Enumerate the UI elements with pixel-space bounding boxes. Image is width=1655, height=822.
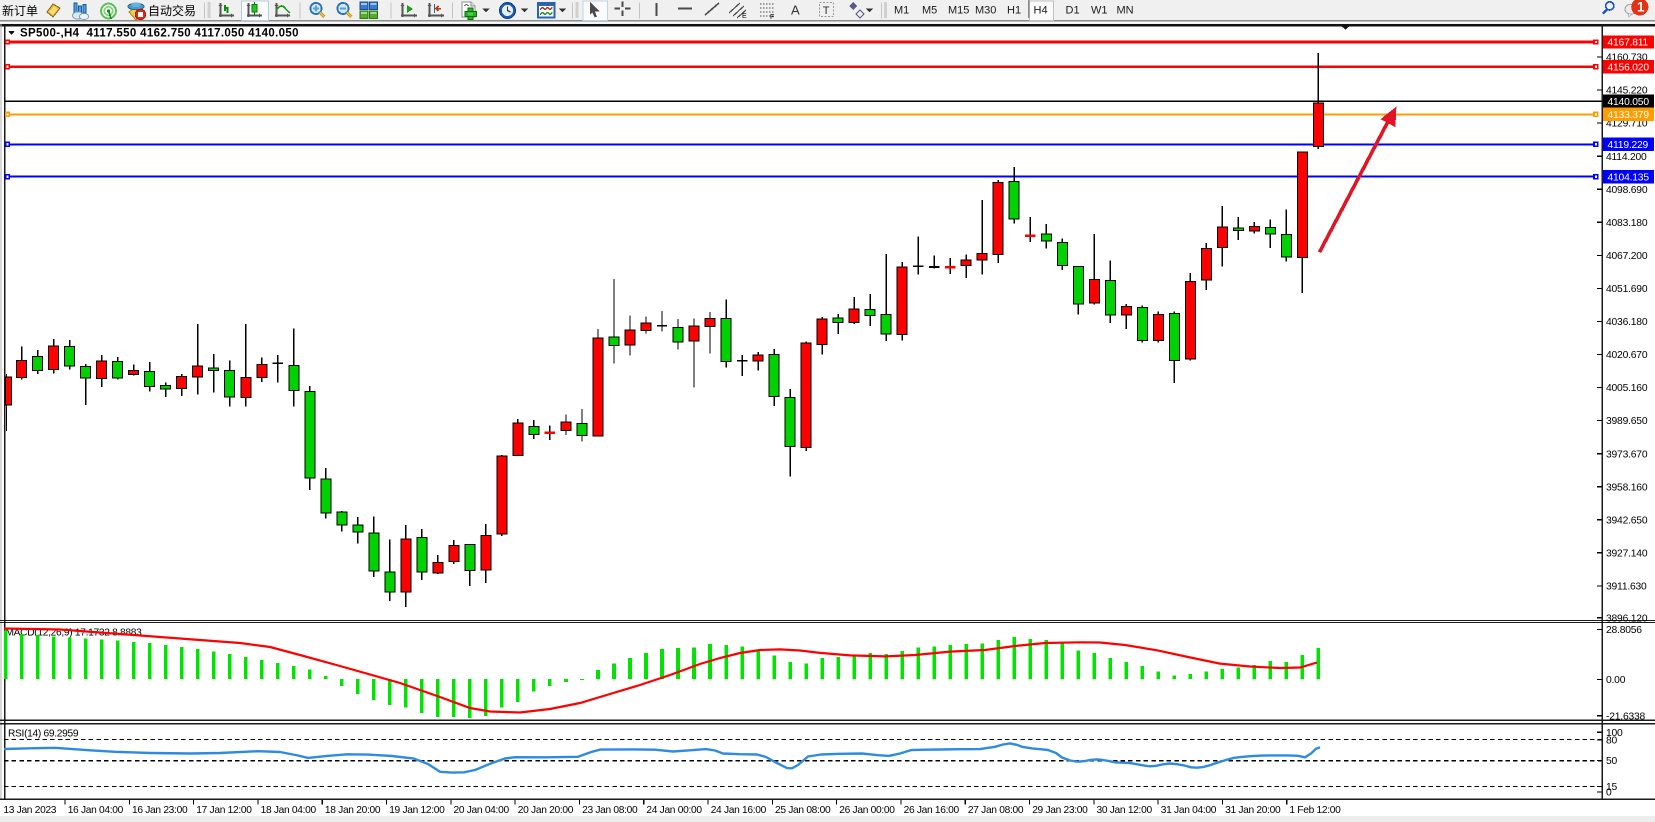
svg-text:26 Jan 16:00: 26 Jan 16:00 [904, 805, 960, 816]
svg-text:3958.160: 3958.160 [1606, 482, 1648, 493]
svg-text:M15: M15 [948, 5, 969, 17]
svg-text:4104.135: 4104.135 [1608, 172, 1650, 183]
svg-text:18 Jan 20:00: 18 Jan 20:00 [325, 805, 381, 816]
svg-text:新订单: 新订单 [2, 3, 38, 18]
svg-text:0: 0 [1606, 788, 1612, 799]
svg-text:RSI(14) 69.2959: RSI(14) 69.2959 [8, 729, 79, 740]
svg-text:16 Jan 04:00: 16 Jan 04:00 [68, 805, 124, 816]
svg-text:31 Jan 20:00: 31 Jan 20:00 [1225, 805, 1281, 816]
svg-text:31 Jan 04:00: 31 Jan 04:00 [1161, 805, 1217, 816]
svg-text:4119.229: 4119.229 [1608, 140, 1649, 151]
svg-text:4133.379: 4133.379 [1608, 110, 1650, 121]
svg-text:自动交易: 自动交易 [148, 3, 196, 18]
svg-text:26 Jan 00:00: 26 Jan 00:00 [839, 805, 895, 816]
svg-text:3896.120: 3896.120 [1606, 613, 1648, 624]
svg-text:27 Jan 08:00: 27 Jan 08:00 [968, 805, 1024, 816]
svg-text:1 Feb 12:00: 1 Feb 12:00 [1289, 805, 1341, 816]
svg-text:4051.690: 4051.690 [1606, 284, 1648, 295]
svg-text:SP500-,H4 4117.550 4162.750 4: SP500-,H4 4117.550 4162.750 4117.050 414… [20, 27, 299, 39]
svg-text:3973.670: 3973.670 [1606, 449, 1648, 460]
svg-text:23 Jan 08:00: 23 Jan 08:00 [582, 805, 638, 816]
svg-text:30 Jan 12:00: 30 Jan 12:00 [1097, 805, 1153, 816]
svg-text:4140.050: 4140.050 [1608, 97, 1650, 108]
svg-text:M30: M30 [975, 5, 996, 17]
svg-text:D1: D1 [1066, 5, 1080, 17]
svg-text:15: 15 [1606, 782, 1618, 793]
svg-text:4129.710: 4129.710 [1606, 119, 1648, 130]
svg-text:4083.180: 4083.180 [1606, 218, 1648, 229]
svg-text:4020.670: 4020.670 [1606, 350, 1648, 361]
svg-text:80: 80 [1606, 736, 1618, 747]
svg-text:A: A [791, 3, 800, 18]
svg-text:T: T [823, 5, 830, 17]
svg-text:3942.650: 3942.650 [1606, 515, 1648, 526]
svg-text:4036.180: 4036.180 [1606, 317, 1648, 328]
svg-text:20 Jan 20:00: 20 Jan 20:00 [518, 805, 574, 816]
svg-text:3927.140: 3927.140 [1606, 548, 1648, 559]
svg-text:F: F [770, 14, 774, 21]
svg-text:3989.650: 3989.650 [1606, 416, 1648, 427]
svg-text:4067.200: 4067.200 [1606, 251, 1648, 262]
svg-text:MACD(12,26,9) 17.1732 8.8883: MACD(12,26,9) 17.1732 8.8883 [6, 628, 143, 639]
svg-text:-21.6338: -21.6338 [1606, 711, 1646, 722]
svg-text:4156.020: 4156.020 [1608, 62, 1650, 73]
svg-text:M1: M1 [894, 5, 909, 17]
svg-text:17 Jan 12:00: 17 Jan 12:00 [196, 805, 252, 816]
svg-text:4114.200: 4114.200 [1606, 152, 1647, 163]
svg-text:29 Jan 23:00: 29 Jan 23:00 [1032, 805, 1088, 816]
svg-text:19 Jan 12:00: 19 Jan 12:00 [389, 805, 445, 816]
svg-text:4167.811: 4167.811 [1608, 38, 1649, 49]
svg-text:H4: H4 [1034, 5, 1048, 17]
svg-text:25 Jan 08:00: 25 Jan 08:00 [775, 805, 831, 816]
svg-text:4005.160: 4005.160 [1606, 383, 1648, 394]
svg-text:E: E [742, 13, 747, 20]
svg-text:4145.220: 4145.220 [1606, 86, 1648, 97]
svg-text:28.8056: 28.8056 [1606, 625, 1642, 636]
svg-text:18 Jan 04:00: 18 Jan 04:00 [261, 805, 317, 816]
svg-text:MN: MN [1117, 5, 1134, 17]
svg-text:1: 1 [1637, 0, 1645, 15]
svg-text:16 Jan 23:00: 16 Jan 23:00 [132, 805, 188, 816]
svg-text:0.00: 0.00 [1606, 675, 1626, 686]
svg-text:M5: M5 [922, 5, 937, 17]
svg-text:H1: H1 [1007, 5, 1021, 17]
svg-text:20 Jan 04:00: 20 Jan 04:00 [454, 805, 510, 816]
svg-text:3911.630: 3911.630 [1606, 582, 1647, 593]
svg-text:4098.690: 4098.690 [1606, 185, 1648, 196]
svg-text:13 Jan 2023: 13 Jan 2023 [3, 805, 56, 816]
svg-text:24 Jan 16:00: 24 Jan 16:00 [711, 805, 767, 816]
svg-text:24 Jan 00:00: 24 Jan 00:00 [646, 805, 702, 816]
svg-text:W1: W1 [1091, 5, 1108, 17]
svg-text:4160.730: 4160.730 [1606, 53, 1648, 64]
svg-text:50: 50 [1606, 756, 1618, 767]
svg-text:100: 100 [1606, 728, 1623, 739]
